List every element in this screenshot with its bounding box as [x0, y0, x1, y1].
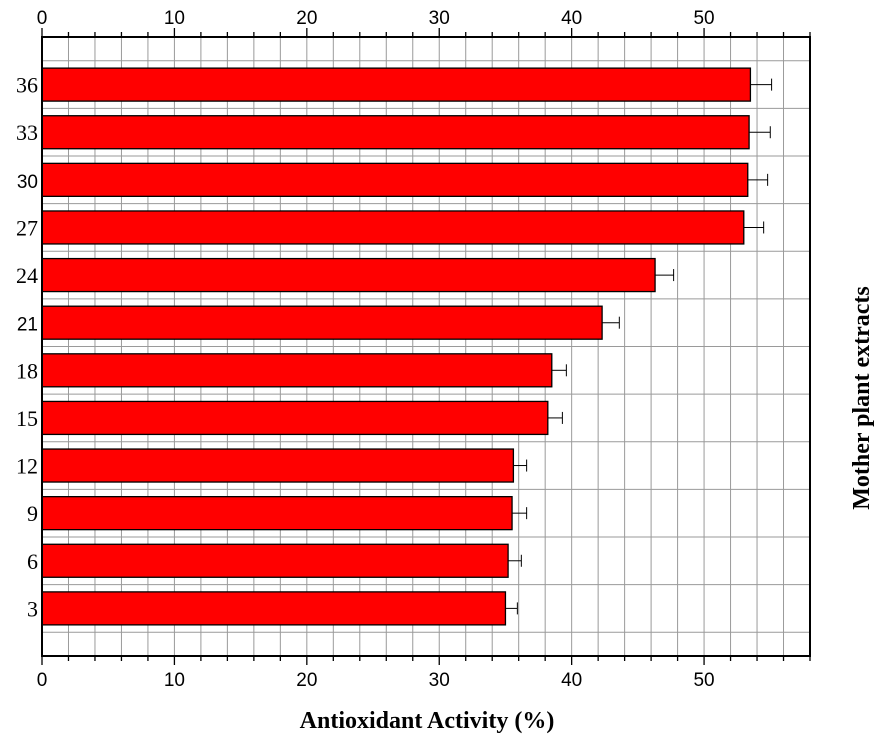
y-tick-label-24: 24: [16, 263, 38, 288]
bar-3: [41, 591, 507, 626]
x-tick-label-top-50: 50: [693, 8, 714, 29]
y-tick-label-12: 12: [16, 454, 38, 479]
y-tick-label-27: 27: [16, 215, 38, 240]
y-tick-label-6: 6: [27, 549, 38, 574]
bar-18: [41, 353, 553, 388]
x-tick-label-bottom-30: 30: [429, 670, 450, 691]
bar-21: [41, 305, 603, 340]
y-tick-label-30: 30: [17, 172, 38, 193]
bar-27: [41, 210, 745, 245]
bar-15: [41, 400, 549, 436]
y-tick-label-3: 3: [27, 596, 38, 621]
plot-frame: [41, 36, 811, 657]
x-tick-label-top-30: 30: [429, 8, 450, 29]
x-tick-label-bottom-0: 0: [37, 670, 48, 691]
error-bars: [505, 78, 773, 615]
y-tick-label-36: 36: [16, 73, 38, 98]
bar-30: [41, 162, 749, 197]
bar-12: [41, 448, 515, 483]
bar-33: [41, 115, 750, 150]
x-tick-label-bottom-40: 40: [561, 670, 582, 691]
y-tick-label-33: 33: [16, 120, 38, 145]
x-tick-label-bottom-20: 20: [296, 670, 317, 691]
x-tick-label-top-20: 20: [296, 8, 317, 29]
x-tick-label-top-0: 0: [37, 8, 48, 29]
y-tick-label-15: 15: [16, 406, 38, 431]
bar-36: [41, 67, 752, 102]
y-tick-label-9: 9: [27, 501, 38, 526]
x-tick-label-top-40: 40: [561, 8, 582, 29]
bar-24: [41, 257, 656, 293]
bar-6: [41, 543, 509, 578]
bar-9: [41, 496, 513, 531]
x-tick-label-bottom-50: 50: [693, 670, 714, 691]
tick-labels: 3633302724211815129630010102020303040405…: [16, 8, 715, 691]
x-tick-label-bottom-10: 10: [164, 670, 185, 691]
x-axis-title: Antioxidant Activity (%): [300, 708, 555, 734]
y-tick-label-18: 18: [16, 358, 38, 383]
axes: [41, 28, 811, 665]
y-tick-label-21: 21: [17, 315, 38, 336]
y-axis-title: Mother plant extracts: [849, 286, 875, 510]
x-tick-label-top-10: 10: [164, 8, 185, 29]
